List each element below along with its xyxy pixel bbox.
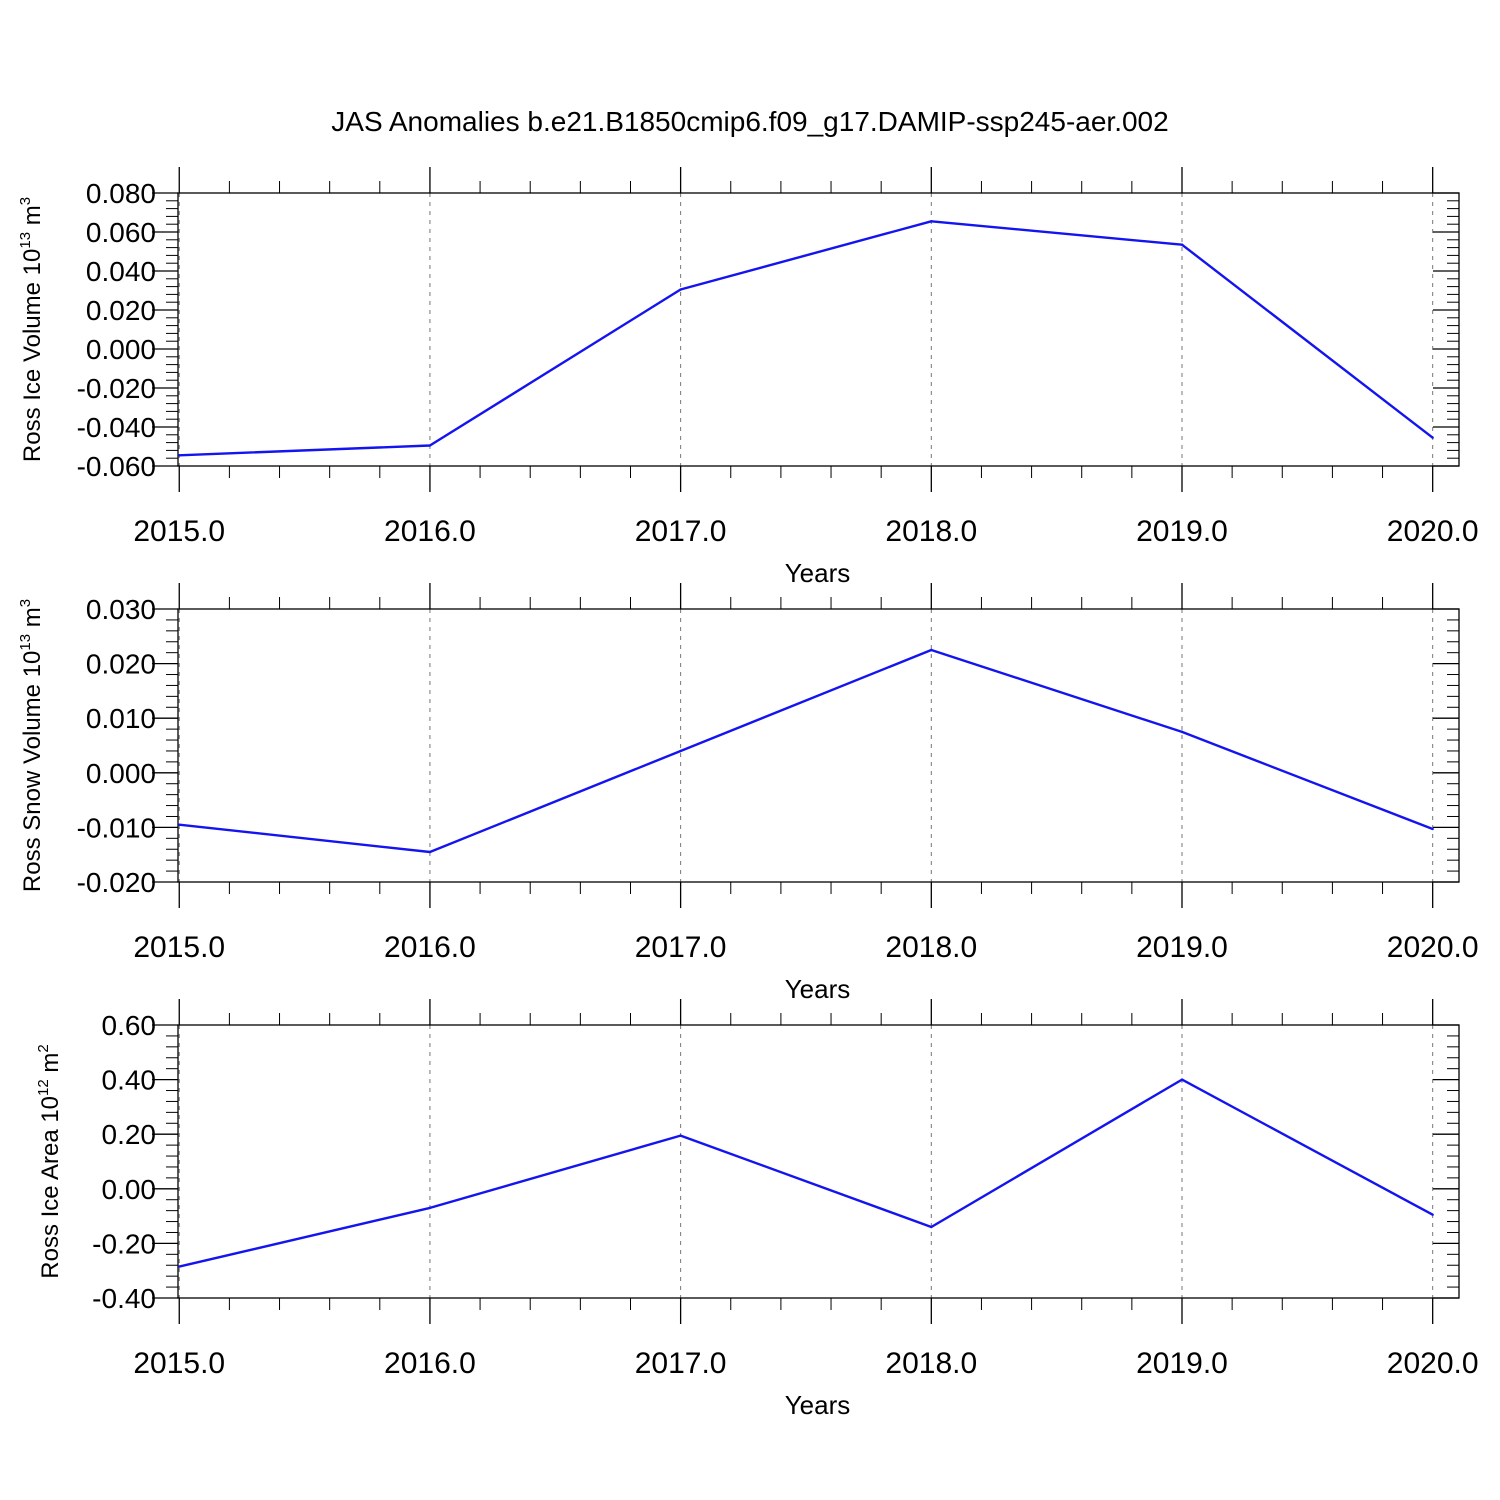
data-point [1431,827,1434,831]
x-tick-label: 2015.0 [133,515,225,548]
y-axis-label-exponent: 12 [35,1079,52,1096]
y-axis-label-text: Ross Snow Volume 10 [19,651,46,892]
data-point [1431,436,1434,439]
y-tick-label: 0.40 [102,1065,157,1096]
data-point [428,1206,432,1210]
panel-1: -0.060 -0.040 -0.020 0.000 0.020 0.040 0.060 0.… [17,167,1479,588]
panels: -0.060 -0.040 -0.020 0.000 0.020 0.040 0.060 0.… [17,167,1479,1420]
data-point [1431,1213,1434,1216]
x-tick-label: 2020.0 [1387,931,1479,964]
panel-2: -0.020 -0.010 0.000 0.010 0.020 0.030 2015.0 20… [17,583,1479,1004]
x-axis-label: Years [785,558,851,588]
data-point [930,1225,933,1229]
y-tick-label: 0.060 [86,217,156,248]
y-tick-label: -0.40 [92,1283,156,1314]
y-tick-label: 0.000 [86,334,156,365]
data-point [1180,243,1184,246]
y-tick-label: 0.00 [102,1174,157,1205]
y-tick-label: 0.60 [102,1010,157,1041]
data-point [1180,730,1184,734]
y-tick-label: -0.020 [77,373,156,404]
x-tick-label: 2016.0 [384,515,476,548]
x-tick-label: 2019.0 [1136,931,1228,964]
y-axis-label-unit-exponent: 3 [17,197,34,205]
y-tick-label: 0.010 [86,703,156,734]
y-tick-label: -0.020 [77,867,156,898]
y-tick-label: 0.020 [86,649,156,680]
y-axis-label-exponent: 13 [17,634,34,651]
x-tick-label: 2018.0 [885,515,977,548]
plot-frame [177,192,1460,467]
x-tick-label: 2020.0 [1387,515,1479,548]
x-tick-label: 2017.0 [635,515,727,548]
y-axis-label-text: Ross Ice Volume 10 [19,249,46,462]
y-tick-label: 0.080 [86,178,156,209]
y-tick-label: 0.030 [86,594,156,625]
x-tick-label: 2019.0 [1136,515,1228,548]
data-point [178,454,181,457]
plot-frame [177,608,1460,883]
y-tick-label: -0.060 [77,451,156,482]
y-axis-label-text: Ross Ice Area 10 [37,1096,64,1279]
data-point [428,444,432,447]
data-point [178,1265,181,1268]
x-axis-label: Years [785,1390,851,1420]
y-tick-label: -0.010 [77,812,156,843]
x-tick-label: 2018.0 [885,931,977,964]
y-axis-label-unit-exponent: 3 [17,599,34,607]
x-tick-label: 2019.0 [1136,1347,1228,1380]
data-point [1180,1078,1184,1081]
panel-3: -0.40 -0.20 0.00 0.20 0.40 0.60 2015.0 2016.0 20… [35,999,1479,1420]
data-point [178,823,181,826]
x-tick-label: 2016.0 [384,1347,476,1380]
y-axis-label-unit: m [19,607,46,634]
y-axis-label-exponent: 13 [17,232,34,249]
y-axis-label-unit-exponent: 2 [35,1044,52,1052]
x-axis-label: Years [785,974,851,1004]
y-axis-label: Ross Ice Volume 1013 m3 [17,197,46,462]
series-line [179,1078,1434,1268]
x-tick-label: 2020.0 [1387,1347,1479,1380]
data-point [679,749,682,753]
y-tick-label: 0.040 [86,256,156,287]
data-point [679,288,682,291]
x-tick-label: 2017.0 [635,931,727,964]
y-axis-label: Ross Ice Area 1012 m2 [35,1044,64,1278]
x-tick-label: 2015.0 [133,1347,225,1380]
y-tick-label: -0.040 [77,412,156,443]
data-point [930,648,933,652]
y-tick-label: 0.000 [86,758,156,789]
x-tick-label: 2015.0 [133,931,225,964]
y-tick-label: 0.20 [102,1119,157,1150]
series-line [179,220,1434,457]
x-tick-label: 2018.0 [885,1347,977,1380]
y-tick-label: 0.020 [86,295,156,326]
plot-frame [177,1024,1460,1299]
chart-title: JAS Anomalies b.e21.B1850cmip6.f09_g17.D… [331,106,1168,137]
series-line [179,648,1434,854]
y-axis-label-unit: m [19,205,46,232]
data-point [428,850,432,854]
x-tick-label: 2016.0 [384,931,476,964]
y-axis-label-unit: m [37,1053,64,1080]
y-axis-label: Ross Snow Volume 1013 m3 [17,599,46,892]
y-tick-label: -0.20 [92,1228,156,1259]
data-point [679,1134,682,1137]
data-point [930,220,933,223]
x-tick-label: 2017.0 [635,1347,727,1380]
